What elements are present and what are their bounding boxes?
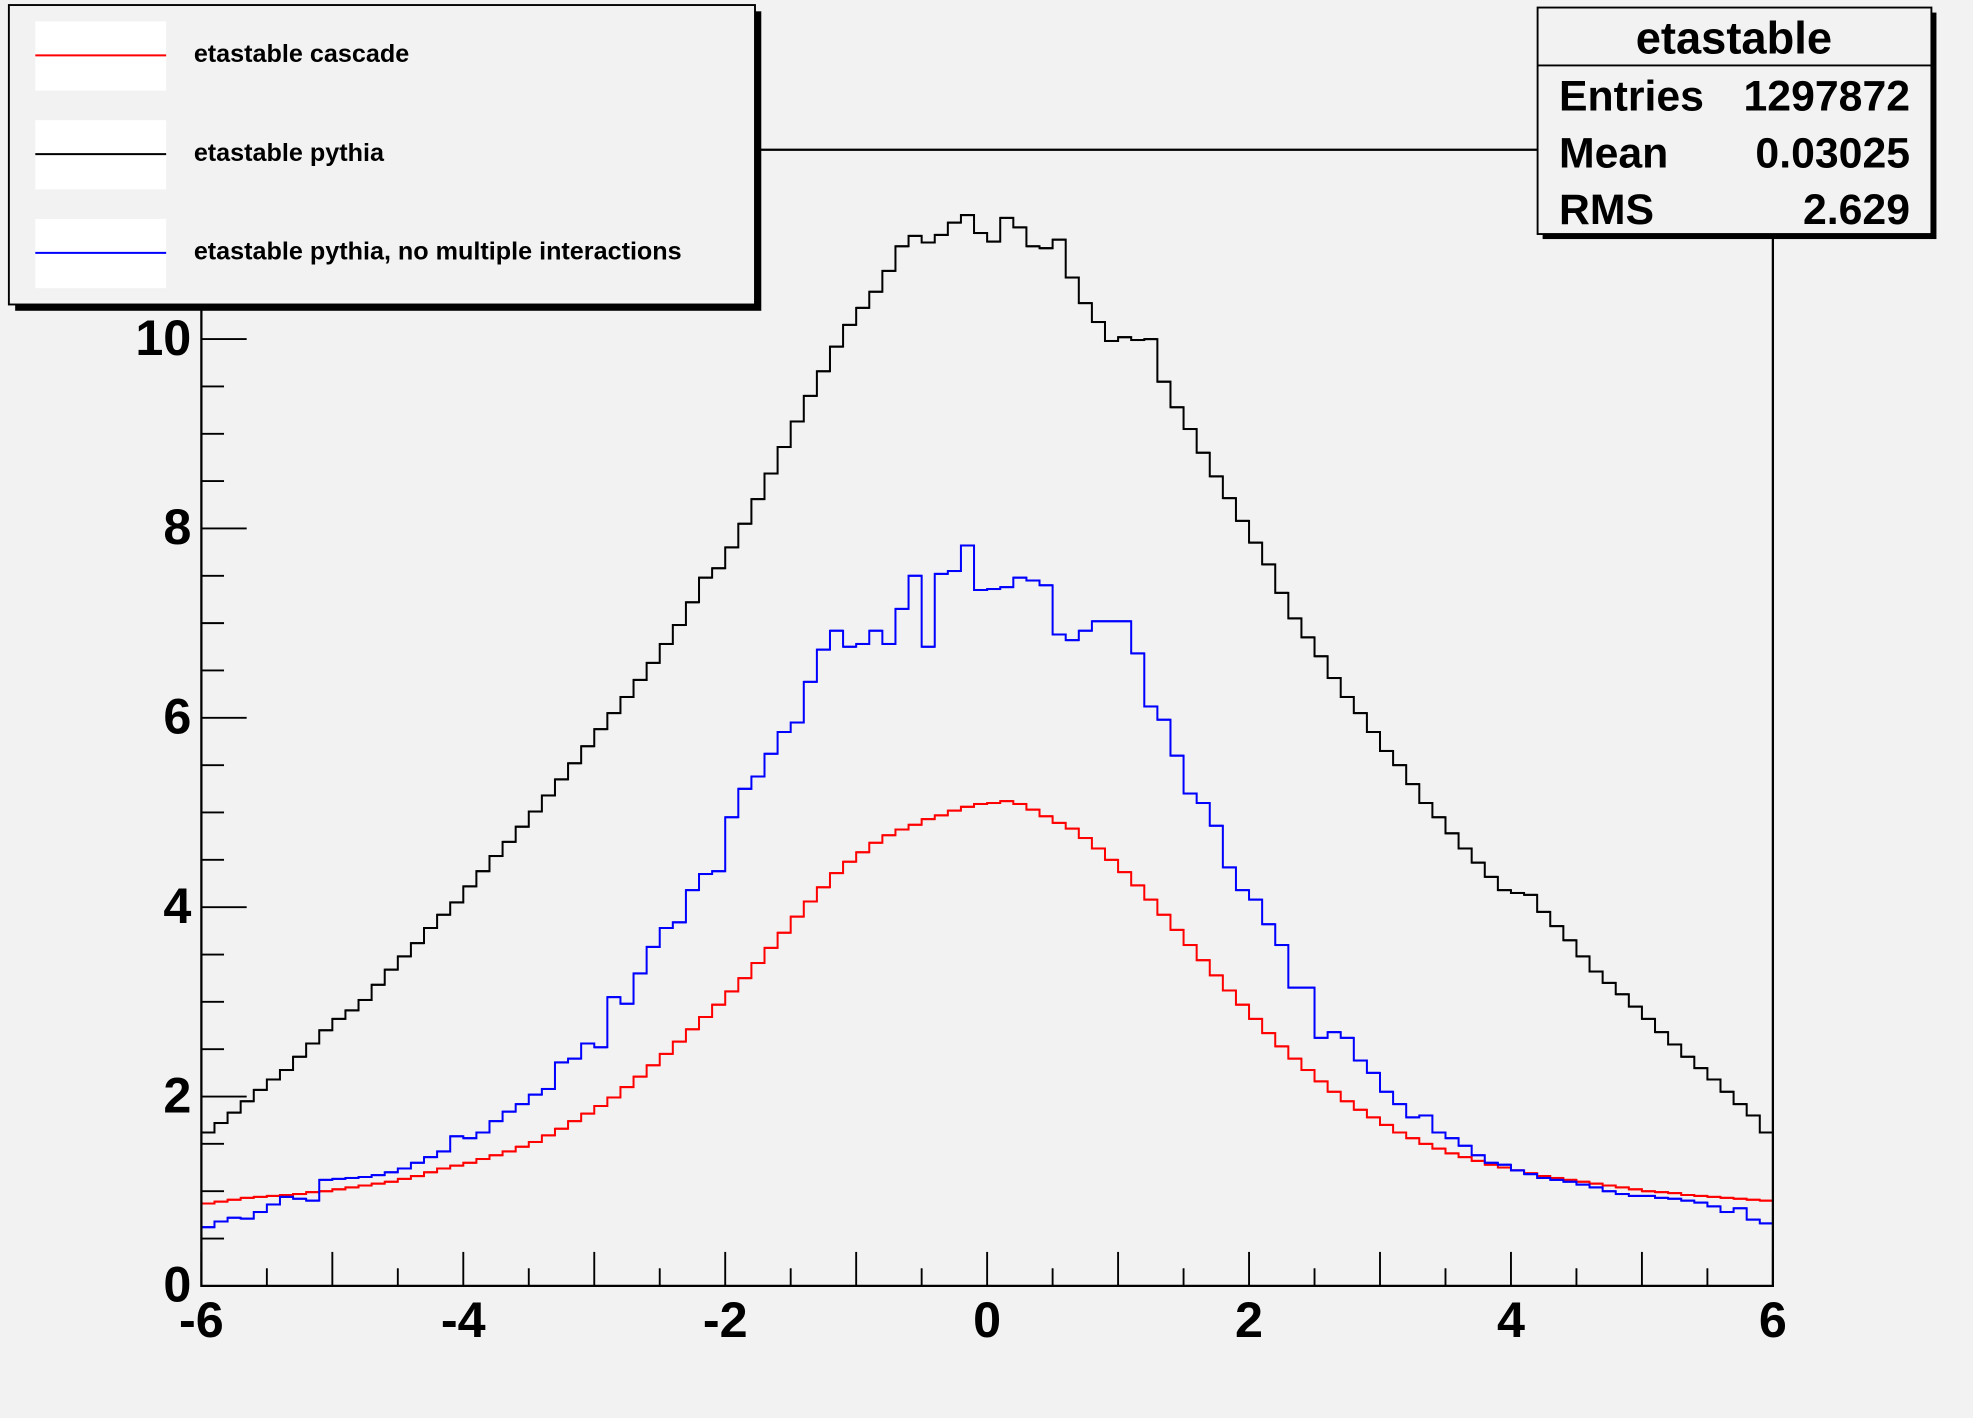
stats-title: etastable: [1636, 12, 1832, 63]
x-tick-label: -6: [179, 1291, 224, 1348]
stats-value: 0.03025: [1755, 129, 1910, 177]
y-tick-label: 10: [135, 309, 191, 366]
y-tick-label: 8: [163, 498, 191, 555]
legend-label: etastable cascade: [194, 40, 409, 68]
x-tick-label: -2: [703, 1291, 748, 1348]
stats-value: 1297872: [1744, 73, 1911, 121]
y-tick-label: 6: [163, 688, 191, 745]
x-tick-label: 0: [973, 1291, 1001, 1348]
legend-label: etastable pythia: [194, 139, 385, 167]
x-tick-label: 2: [1235, 1291, 1263, 1348]
stats-label: Mean: [1559, 129, 1668, 177]
legend: etastable cascade etastable pythia etastab…: [7, 4, 762, 311]
y-tick-label: 2: [163, 1066, 191, 1123]
stats-label: RMS: [1559, 186, 1654, 234]
y-tick-label: 0: [163, 1256, 191, 1313]
stats-box: etastable Entries 1297872 Mean 0.03025 RMS 2.…: [1536, 6, 1937, 240]
x-tick-label: -4: [441, 1291, 486, 1348]
y-tick-label: 4: [163, 877, 191, 934]
x-tick-label: 4: [1497, 1291, 1525, 1348]
x-tick-label: 6: [1759, 1291, 1787, 1348]
stats-frame: [1536, 6, 1933, 235]
stats-value: 2.629: [1803, 186, 1910, 234]
stats-label: Entries: [1559, 73, 1704, 121]
legend-label: etastable pythia, no multiple interactio…: [194, 238, 682, 266]
